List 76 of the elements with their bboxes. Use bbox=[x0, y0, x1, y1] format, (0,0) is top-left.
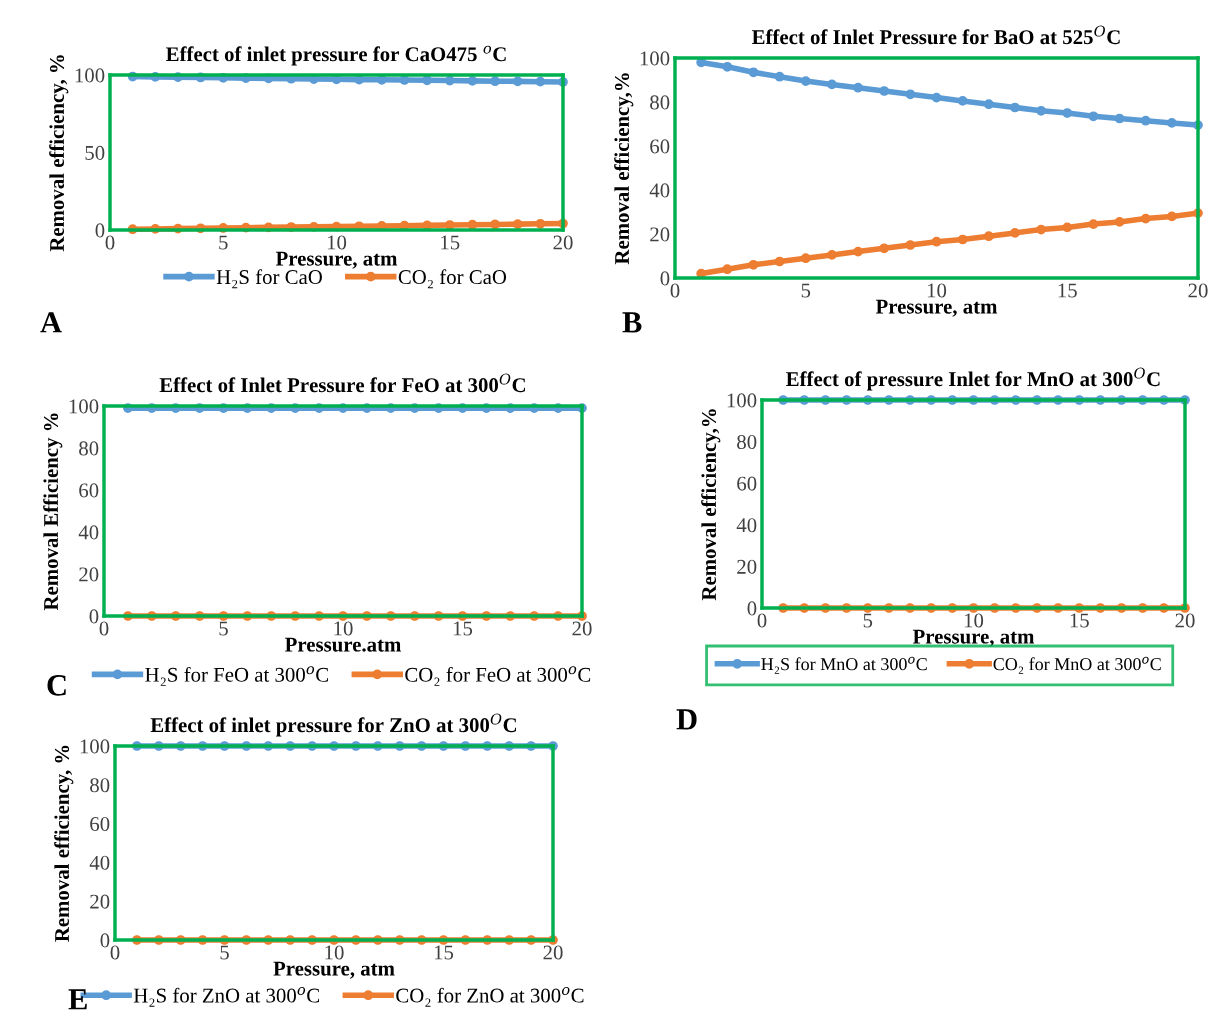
y-tick-label: 20 bbox=[90, 894, 110, 909]
y-tick-label: 0 bbox=[100, 933, 110, 948]
legend-label: CO₂ for CaO bbox=[398, 269, 507, 289]
chart-title: Effect of Inlet Pressure for BaO at 525$^{O}$C bbox=[751, 25, 1120, 45]
x-tick-label: 15 bbox=[453, 621, 473, 636]
x-tick-label: 5 bbox=[863, 613, 873, 628]
y-tick-label: 40 bbox=[78, 525, 99, 540]
legend-label: H₂S for MnO at 300$^{o}$C bbox=[761, 656, 927, 674]
x-tick-label: 10 bbox=[927, 283, 947, 298]
chart-title: Effect of Inlet Pressure for FeO at 300$^{O}$C bbox=[159, 373, 525, 393]
text: A bbox=[40, 312, 62, 333]
y-tick-label: 40 bbox=[89, 855, 110, 870]
x-tick-label: 20 bbox=[543, 945, 563, 960]
y-tick-label: 60 bbox=[737, 476, 757, 491]
text: D bbox=[676, 709, 697, 730]
x-axis-title: Pressure, atm bbox=[912, 629, 1035, 647]
x-tick-label: 5 bbox=[219, 621, 228, 636]
x-axis-title: Pressure, atm bbox=[275, 251, 398, 269]
text: E bbox=[68, 989, 87, 1010]
x-tick-label: 10 bbox=[327, 235, 347, 250]
legend-label: H₂S for ZnO at 300$^{o}$C bbox=[133, 987, 320, 1007]
x-tick-label: 15 bbox=[434, 945, 454, 960]
chart-title: Effect of pressure Inlet for MnO at 300$^{O}$C bbox=[786, 367, 1160, 391]
legend-label: H₂S for FeO at 300$^{o}$C bbox=[145, 666, 328, 686]
y-tick-label: 20 bbox=[737, 559, 757, 574]
chart-title: Effect of inlet pressure for CaO475 $^{o}$C bbox=[166, 45, 506, 66]
y-axis-title: Removal efficiency,% bbox=[614, 73, 634, 265]
legend-label: CO₂ for MnO at 300$^{o}$C bbox=[993, 656, 1161, 674]
x-axis-title: Pressure.atm bbox=[285, 637, 401, 652]
x-tick-label: 10 bbox=[325, 945, 344, 960]
y-tick-label: 100 bbox=[640, 51, 670, 66]
y-tick-label: 50 bbox=[85, 145, 105, 160]
y-tick-label: 60 bbox=[79, 483, 99, 498]
y-axis-title: Removal efficiency, % bbox=[49, 55, 69, 252]
y-tick-label: 60 bbox=[90, 816, 110, 832]
x-tick-label: 15 bbox=[1058, 283, 1077, 298]
y-tick-label: 80 bbox=[79, 441, 99, 456]
x-tick-label: 10 bbox=[964, 613, 984, 628]
chart-title: Effect of inlet pressure for ZnO at 300$^{O}$C bbox=[150, 713, 517, 737]
y-axis-title: Removal efficiency, % bbox=[54, 745, 74, 942]
x-tick-label: 20 bbox=[572, 621, 592, 636]
y-tick-label: 100 bbox=[80, 739, 110, 754]
y-tick-label: 20 bbox=[79, 567, 99, 582]
text: C bbox=[47, 675, 66, 696]
y-tick-label: 80 bbox=[650, 95, 670, 110]
x-tick-label: 0 bbox=[670, 283, 680, 298]
y-tick-label: 80 bbox=[737, 434, 757, 450]
x-tick-label: 20 bbox=[553, 235, 573, 250]
y-tick-label: 100 bbox=[727, 393, 757, 408]
y-tick-label: 80 bbox=[90, 778, 110, 793]
y-tick-label: 100 bbox=[69, 399, 99, 414]
x-tick-label: 15 bbox=[441, 235, 460, 250]
x-tick-label: 5 bbox=[219, 235, 228, 250]
x-tick-label: 20 bbox=[1188, 283, 1208, 298]
y-tick-label: 0 bbox=[660, 271, 670, 286]
y-tick-label: 60 bbox=[650, 139, 670, 154]
x-axis-title: Pressure, atm bbox=[875, 299, 998, 317]
x-tick-label: 5 bbox=[801, 283, 811, 298]
text: B bbox=[622, 312, 642, 333]
x-tick-label: 5 bbox=[220, 945, 229, 960]
y-tick-label: 0 bbox=[747, 601, 757, 616]
legend-label: CO₂ for FeO at 300$^{o}$C bbox=[405, 666, 591, 686]
x-tick-label: 0 bbox=[757, 613, 767, 628]
legend-label: CO₂ for ZnO at 300$^{o}$C bbox=[396, 987, 584, 1007]
x-tick-label: 0 bbox=[110, 945, 120, 960]
x-tick-label: 20 bbox=[1175, 613, 1195, 628]
legend-label: H₂S for CaO bbox=[216, 269, 322, 289]
y-tick-label: 40 bbox=[736, 518, 757, 533]
y-axis-title: Removal Efficiency % bbox=[43, 413, 63, 611]
y-tick-label: 0 bbox=[95, 223, 105, 238]
y-tick-label: 100 bbox=[75, 68, 105, 83]
x-axis-title: Pressure, atm bbox=[273, 961, 395, 979]
x-tick-label: 10 bbox=[334, 621, 353, 636]
x-tick-label: 15 bbox=[1070, 613, 1089, 628]
y-tick-label: 40 bbox=[649, 183, 670, 198]
y-axis-title: Removal efficiency,% bbox=[701, 409, 721, 601]
